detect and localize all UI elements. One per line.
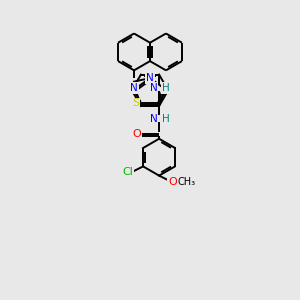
Text: N: N <box>150 83 158 93</box>
Text: O: O <box>168 177 177 187</box>
Text: N: N <box>162 83 170 93</box>
Text: H: H <box>162 114 170 124</box>
Text: O: O <box>132 129 141 139</box>
Text: Cl: Cl <box>122 167 133 177</box>
Text: N: N <box>146 73 154 83</box>
Text: S: S <box>132 98 140 108</box>
Text: N: N <box>130 83 138 93</box>
Text: N: N <box>150 114 158 124</box>
Text: CH₃: CH₃ <box>178 177 196 187</box>
Text: H: H <box>162 83 170 93</box>
